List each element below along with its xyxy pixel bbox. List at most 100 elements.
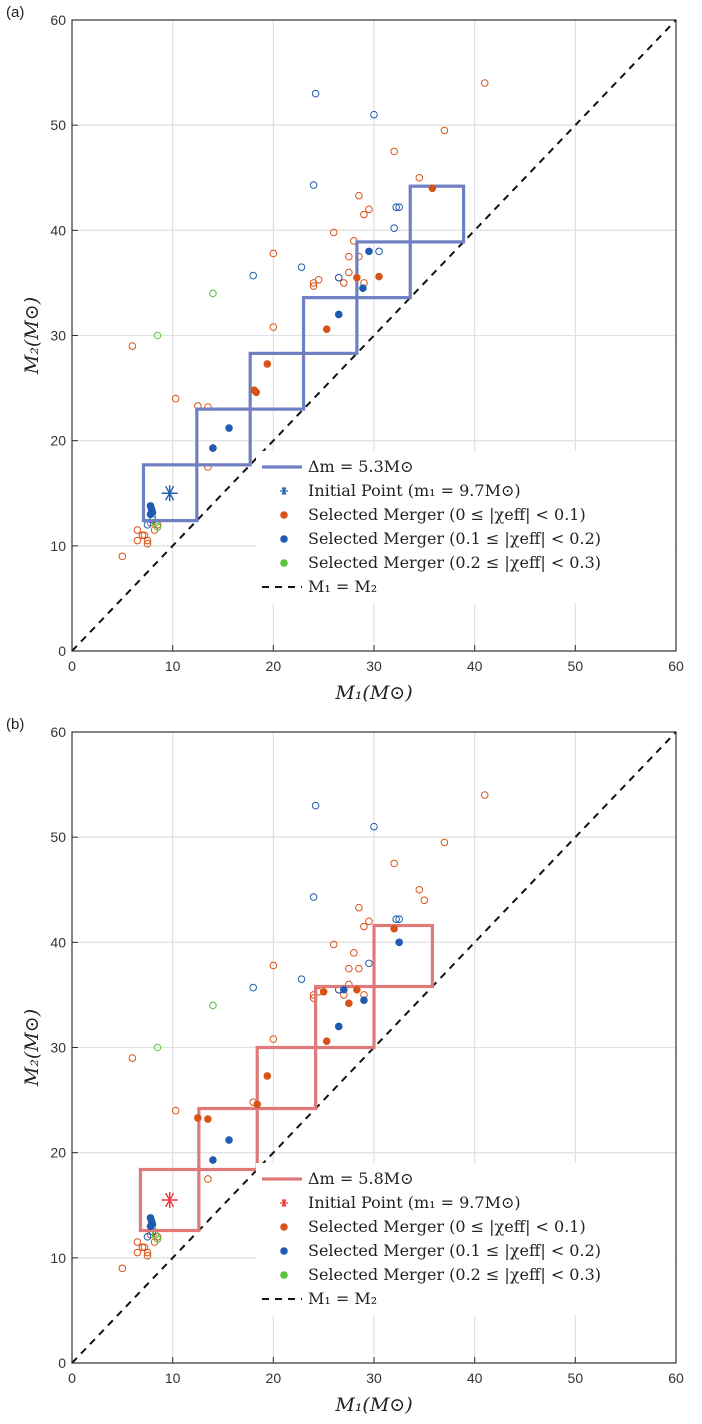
y-tick-label: 0 [58, 643, 66, 659]
legend-label: Selected Merger (0.1 ≤ |χeff| < 0.2) [308, 529, 601, 548]
legend-label: Selected Merger (0.2 ≤ |χeff| < 0.3) [308, 553, 601, 572]
selected-point-orange [263, 360, 272, 368]
open-point-orange [314, 275, 323, 284]
open-point-blue [249, 271, 257, 280]
y-tick-label: 40 [50, 934, 66, 950]
open-point-orange [171, 394, 180, 403]
open-point-orange [143, 539, 152, 548]
open-point-blue [370, 822, 378, 831]
open-point-orange [143, 1251, 152, 1260]
open-point-orange [340, 279, 348, 287]
y-tick-label: 60 [50, 724, 66, 740]
ladder-box [301, 296, 359, 355]
open-point-orange [329, 228, 338, 237]
legend-dot-blue [280, 1247, 288, 1255]
open-point-blue [143, 1233, 152, 1241]
legend-label: Initial Point (m₁ = 9.7M⊙) [308, 481, 521, 500]
open-point-orange [204, 1175, 212, 1183]
legend-label: Selected Merger (0 ≤ |χeff| < 0.1) [308, 505, 586, 524]
selected-point-orange [345, 999, 353, 1008]
open-point-orange [133, 1238, 142, 1246]
legend-label: Selected Merger (0 ≤ |χeff| < 0.1) [308, 1217, 586, 1236]
open-point-blue [297, 263, 306, 271]
legend-dot-blue [280, 535, 288, 543]
selected-point-orange [428, 184, 437, 193]
selected-point-blue [359, 284, 367, 292]
open-point-orange [329, 940, 338, 949]
open-point-orange [390, 147, 398, 156]
y-tick-label: 10 [50, 538, 66, 554]
legend-label: Selected Merger (0.1 ≤ |χeff| < 0.2) [308, 1241, 601, 1260]
ladder-box [138, 1167, 201, 1233]
y-tick-label: 50 [50, 117, 66, 133]
selected-point-orange [194, 1114, 202, 1122]
ticks: 0 10 20 30 40 50 60 0 10 20 30 40 50 60 [50, 12, 684, 674]
ladder-box [372, 923, 434, 989]
y-tick-label: 10 [50, 1250, 66, 1266]
open-point-orange [365, 917, 373, 926]
legend: Δm = 5.3M⊙ Initial Point (m₁ = 9.7M⊙) Sele… [256, 451, 674, 603]
open-point-orange [360, 922, 368, 931]
x-tick-label: 60 [668, 1370, 684, 1386]
selected-point-blue [340, 985, 348, 994]
open-point-orange [350, 949, 358, 957]
initial-point-marker [161, 485, 178, 502]
open-point-orange [440, 126, 449, 135]
open-point-green [153, 523, 162, 531]
selected-point-blue [360, 996, 368, 1004]
open-point-orange [138, 1243, 147, 1252]
open-point-orange [420, 896, 429, 905]
selected-point-orange [253, 1100, 262, 1109]
open-point-orange [118, 1264, 127, 1273]
selected-point-orange [322, 1037, 331, 1045]
open-point-orange [345, 252, 353, 261]
legend-dot-orange [280, 511, 288, 519]
y-tick-label: 30 [50, 328, 66, 344]
open-point-blue [370, 110, 378, 119]
ladder-box [355, 240, 412, 300]
selected-points [146, 924, 403, 1231]
x-tick-label: 30 [366, 1370, 382, 1386]
panel-label: (b) [6, 716, 25, 733]
chart-svg: 0 10 20 30 40 50 60 0 10 20 30 40 50 60 M₁(M⊙) M₂(M⊙) Δm… [21, 724, 684, 1416]
y-tick-label: 20 [50, 1145, 66, 1161]
ladder-box [248, 351, 306, 411]
open-point-orange [365, 205, 373, 214]
selected-point-blue [209, 444, 217, 452]
selected-point-blue [395, 938, 403, 947]
x-tick-label: 10 [165, 1370, 181, 1386]
open-point-orange [415, 173, 424, 182]
selected-point-orange [322, 325, 331, 333]
open-point-orange [345, 964, 353, 973]
open-point-orange [138, 531, 147, 540]
open-point-green [153, 1043, 162, 1052]
selected-point-blue [146, 1222, 155, 1231]
selected-point-blue [225, 424, 233, 432]
diagonal-line [71, 19, 677, 652]
x-axis-label: M₁(M⊙) [334, 682, 412, 704]
open-point-orange [269, 323, 278, 331]
open-point-blue [249, 983, 257, 992]
legend-label: M₁ = M₂ [308, 1289, 377, 1308]
ladder-box [141, 463, 199, 523]
selected-point-orange [263, 1072, 272, 1080]
ladder-box [197, 1106, 259, 1172]
open-point-blue [334, 273, 343, 282]
x-tick-label: 30 [366, 658, 382, 674]
open-point-green [153, 331, 162, 340]
legend-box [256, 1163, 674, 1315]
open-point-orange [440, 838, 449, 847]
x-tick-label: 40 [467, 658, 483, 674]
legend: Δm = 5.8M⊙ Initial Point (m₁ = 9.7M⊙) Sele… [256, 1163, 674, 1315]
open-point-orange [153, 1233, 162, 1241]
open-points [118, 79, 489, 561]
open-point-orange [140, 1243, 149, 1252]
open-point-blue [365, 959, 373, 968]
x-tick-label: 40 [467, 1370, 483, 1386]
ticks: 0 10 20 30 40 50 60 0 10 20 30 40 50 60 [50, 724, 684, 1386]
open-point-orange [309, 282, 318, 290]
x-tick-label: 10 [165, 658, 181, 674]
y-tick-label: 30 [50, 1040, 66, 1056]
x-tick-label: 50 [568, 1370, 584, 1386]
selected-point-orange [353, 273, 361, 282]
